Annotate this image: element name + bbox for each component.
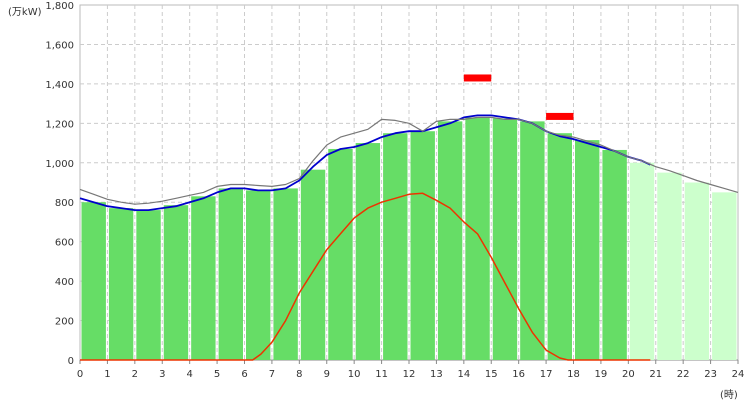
x-tick-label: 1 <box>104 369 110 380</box>
demand-bar <box>218 188 243 360</box>
x-tick-label: 22 <box>677 369 690 380</box>
y-tick-label: 1,800 <box>45 1 74 12</box>
demand-bar <box>547 133 572 360</box>
y-tick-label: 800 <box>55 198 74 209</box>
demand-bar <box>410 131 435 360</box>
x-tick-label: 24 <box>732 369 745 380</box>
forecast-bar <box>629 162 655 360</box>
y-tick-label: 400 <box>55 277 74 288</box>
x-tick-label: 8 <box>296 369 302 380</box>
bar-layer <box>81 117 737 361</box>
x-tick-label: 19 <box>595 369 608 380</box>
demand-bar <box>383 133 408 360</box>
x-tick-label: 20 <box>622 369 635 380</box>
x-tick-label: 4 <box>186 369 192 380</box>
axis-layer: (万kW) (時) 02004006008001,0001,2001,4001,… <box>8 1 745 401</box>
x-tick-label: 2 <box>132 369 138 380</box>
forecast-bar <box>657 172 682 360</box>
x-axis-unit-label: (時) <box>720 389 738 400</box>
demand-bar <box>465 117 490 361</box>
x-tick-label: 3 <box>159 369 165 380</box>
peak-marker <box>546 112 574 120</box>
x-tick-label: 15 <box>485 369 498 380</box>
marker-layer <box>463 74 574 120</box>
demand-bar <box>81 202 106 360</box>
demand-bar <box>300 169 326 360</box>
peak-marker <box>463 74 492 82</box>
solar-line <box>80 192 651 361</box>
x-tick-label: 14 <box>457 369 470 380</box>
demand-bar <box>520 121 545 360</box>
y-tick-label: 1,200 <box>45 119 74 130</box>
demand-bar <box>108 208 134 360</box>
x-tick-label: 6 <box>241 369 247 380</box>
x-tick-label: 17 <box>540 369 553 380</box>
previous-day-line <box>79 116 739 205</box>
x-tick-label: 16 <box>512 369 525 380</box>
y-tick-label: 200 <box>55 317 74 328</box>
demand-bar <box>191 196 216 360</box>
demand-bar <box>136 210 161 360</box>
forecast-bar <box>684 182 710 360</box>
demand-bar <box>492 118 518 361</box>
demand-bar <box>355 143 381 360</box>
forecast-bar <box>712 192 737 360</box>
y-tick-label: 1,000 <box>45 159 74 170</box>
line-layer <box>79 114 739 361</box>
x-tick-label: 18 <box>567 369 580 380</box>
demand-bar <box>328 148 353 360</box>
x-tick-label: 5 <box>214 369 220 380</box>
x-tick-label: 21 <box>649 369 662 380</box>
demand-bar <box>602 149 627 360</box>
demand-bar <box>163 205 189 360</box>
y-axis-unit-label: (万kW) <box>8 7 42 18</box>
y-tick-label: 1,600 <box>45 40 74 51</box>
x-tick-label: 12 <box>403 369 416 380</box>
x-tick-label: 11 <box>375 369 388 380</box>
x-tick-label: 9 <box>324 369 330 380</box>
y-tick-label: 0 <box>68 356 74 367</box>
x-tick-label: 7 <box>269 369 275 380</box>
x-tick-label: 10 <box>348 369 361 380</box>
y-tick-label: 1,400 <box>45 80 74 91</box>
x-tick-label: 0 <box>77 369 83 380</box>
demand-bar <box>273 188 298 360</box>
x-tick-label: 13 <box>430 369 443 380</box>
demand-bar <box>575 140 600 360</box>
demand-bar <box>246 190 271 360</box>
demand-line <box>79 114 651 212</box>
demand-bar <box>437 121 463 360</box>
x-tick-label: 23 <box>704 369 717 380</box>
y-tick-label: 600 <box>55 238 74 249</box>
grid-layer <box>79 4 739 364</box>
